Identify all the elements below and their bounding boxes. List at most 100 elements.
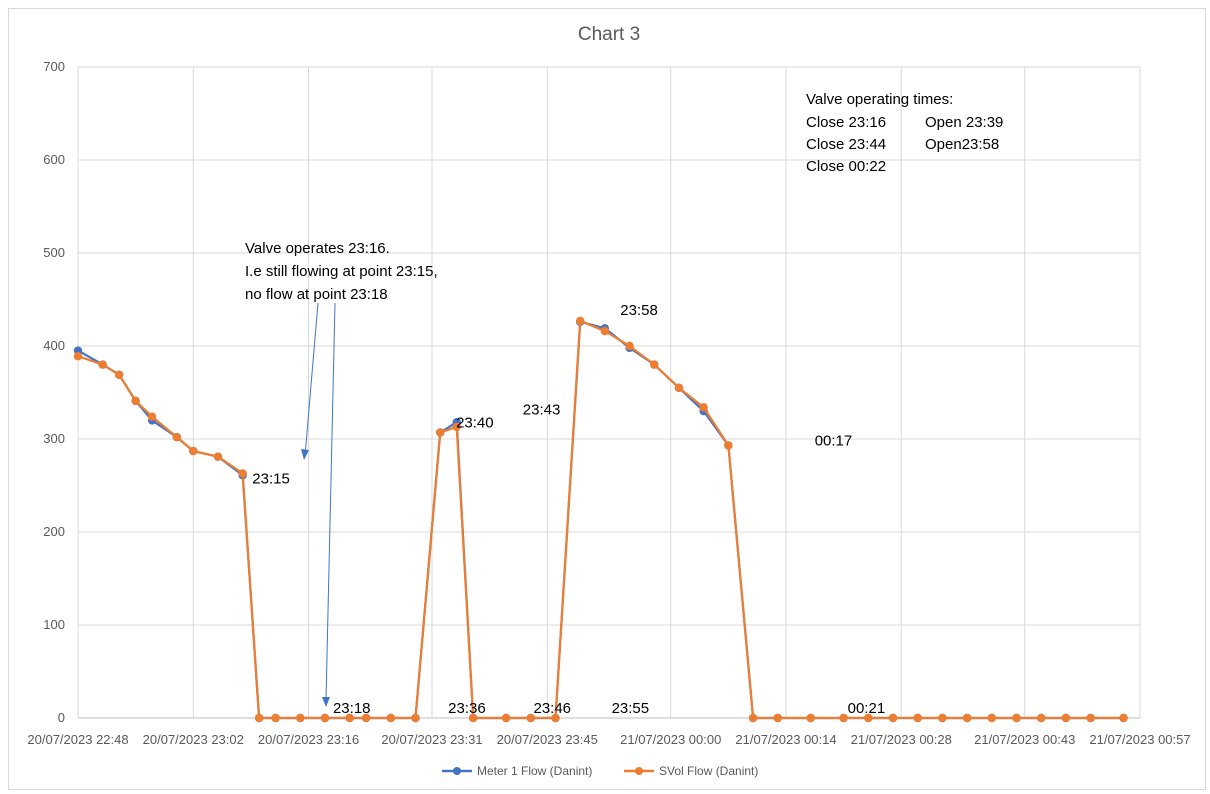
point-label-2318: 23:18: [333, 700, 371, 717]
x-tick-label: 20/07/2023 22:48: [27, 732, 128, 747]
data-point: [501, 713, 511, 723]
point-label-0017: 00:17: [815, 433, 853, 450]
operating-time-close-1: Close 23:16: [806, 114, 886, 131]
series-svol: [73, 316, 1128, 723]
data-point: [411, 713, 420, 723]
data-point: [962, 713, 972, 723]
data-point: [987, 713, 997, 723]
operating-times-title: Valve operating times:: [806, 91, 953, 108]
valve-note-line-3: no flow at point 23:18: [245, 286, 388, 303]
data-point: [131, 396, 140, 406]
data-point: [773, 713, 782, 723]
data-point: [839, 713, 848, 723]
data-point: [147, 412, 157, 421]
data-point: [1012, 713, 1021, 723]
data-point: [73, 352, 83, 361]
point-label-2315: 23:15: [252, 470, 290, 487]
y-axis-tick-labels: 0 100 200 300 400 500 600 700: [43, 59, 65, 725]
legend-item-svol: SVol Flow (Danint): [624, 764, 758, 778]
y-tick-label: 200: [43, 524, 65, 539]
data-point: [938, 713, 947, 723]
data-point: [864, 713, 873, 723]
data-point: [386, 713, 396, 723]
point-labels: 23:15 23:18 23:36 23:40 23:43 23:46 23:55 23:58…: [252, 302, 885, 717]
operating-time-open-1: Open 23:39: [925, 114, 1003, 131]
series-line: [77, 319, 1124, 720]
chart-frame: [8, 8, 1206, 790]
data-point: [913, 713, 922, 723]
x-tick-label: 20/07/2023 23:31: [381, 732, 482, 747]
y-tick-label: 600: [43, 152, 65, 167]
data-point: [361, 713, 371, 723]
valve-operating-times-annotation: Valve operating times: Close 23:16 Open …: [806, 91, 1003, 175]
series-meter-1: [73, 317, 1128, 723]
chart-title: Chart 3: [578, 24, 640, 45]
data-point: [526, 713, 535, 723]
data-point: [452, 422, 461, 432]
data-point: [271, 713, 280, 723]
operating-time-close-2: Close 23:44: [806, 136, 886, 153]
legend-label-meter-1: Meter 1 Flow (Danint): [477, 764, 592, 778]
y-tick-label: 700: [43, 59, 65, 74]
y-tick-label: 300: [43, 431, 65, 446]
legend: Meter 1 Flow (Danint) SVol Flow (Danint): [442, 764, 758, 778]
x-tick-label: 21/07/2023 00:28: [851, 732, 952, 747]
y-tick-label: 500: [43, 245, 65, 260]
data-point: [1037, 713, 1046, 723]
data-point: [189, 446, 198, 456]
annotation-arrowhead-2: [322, 697, 330, 707]
y-tick-label: 100: [43, 617, 65, 632]
data-point: [650, 360, 659, 369]
x-tick-label: 21/07/2023 00:14: [735, 732, 836, 747]
data-point: [575, 316, 585, 326]
point-label-2340: 23:40: [456, 414, 494, 431]
point-label-0021: 00:21: [848, 700, 886, 717]
x-tick-label: 20/07/2023 23:45: [497, 732, 598, 747]
data-point: [345, 713, 354, 723]
x-axis-tick-labels: 20/07/2023 22:48 20/07/2023 23:02 20/07/20…: [27, 732, 1190, 747]
valve-note-line-1: Valve operates 23:16.: [245, 240, 390, 257]
series-group: [73, 316, 1128, 723]
x-tick-label: 20/07/2023 23:02: [143, 732, 244, 747]
x-tick-label: 21/07/2023 00:57: [1089, 732, 1190, 747]
series-line: [77, 320, 1124, 720]
data-point: [254, 713, 264, 723]
operating-time-close-3: Close 00:22: [806, 158, 886, 175]
annotation-arrow-1: [304, 302, 319, 457]
point-label-2355: 23:55: [612, 700, 650, 717]
data-point: [551, 713, 560, 723]
valve-note-annotation: Valve operates 23:16. I.e still flowing …: [245, 240, 438, 707]
data-point: [436, 428, 445, 437]
data-point: [806, 713, 815, 723]
data-point: [296, 713, 305, 723]
valve-note-line-2: I.e still flowing at point 23:15,: [245, 263, 438, 280]
data-point: [213, 452, 223, 461]
operating-time-open-2: Open23:58: [925, 136, 999, 153]
data-point: [238, 469, 247, 478]
x-tick-label: 21/07/2023 00:00: [620, 732, 721, 747]
data-point: [1086, 713, 1095, 723]
data-point: [98, 360, 107, 369]
point-label-2346: 23:46: [533, 700, 571, 717]
data-point: [699, 403, 708, 412]
legend-item-meter-1: Meter 1 Flow (Danint): [442, 764, 592, 778]
legend-label-svol: SVol Flow (Danint): [659, 764, 758, 778]
data-point: [468, 713, 478, 723]
x-tick-label: 20/07/2023 23:16: [258, 732, 359, 747]
y-tick-label: 400: [43, 338, 65, 353]
data-point: [748, 713, 758, 723]
legend-swatch-marker: [635, 767, 643, 775]
point-label-2336: 23:36: [448, 700, 486, 717]
data-point: [674, 383, 684, 393]
data-point: [1119, 713, 1128, 723]
annotation-arrow-2: [325, 302, 336, 701]
data-point: [888, 713, 898, 723]
data-point: [600, 326, 610, 336]
data-point: [1061, 713, 1071, 723]
x-tick-label: 21/07/2023 00:43: [974, 732, 1075, 747]
data-point: [114, 370, 124, 380]
data-point: [625, 341, 634, 351]
point-label-2358: 23:58: [620, 302, 658, 319]
data-point: [320, 713, 330, 723]
